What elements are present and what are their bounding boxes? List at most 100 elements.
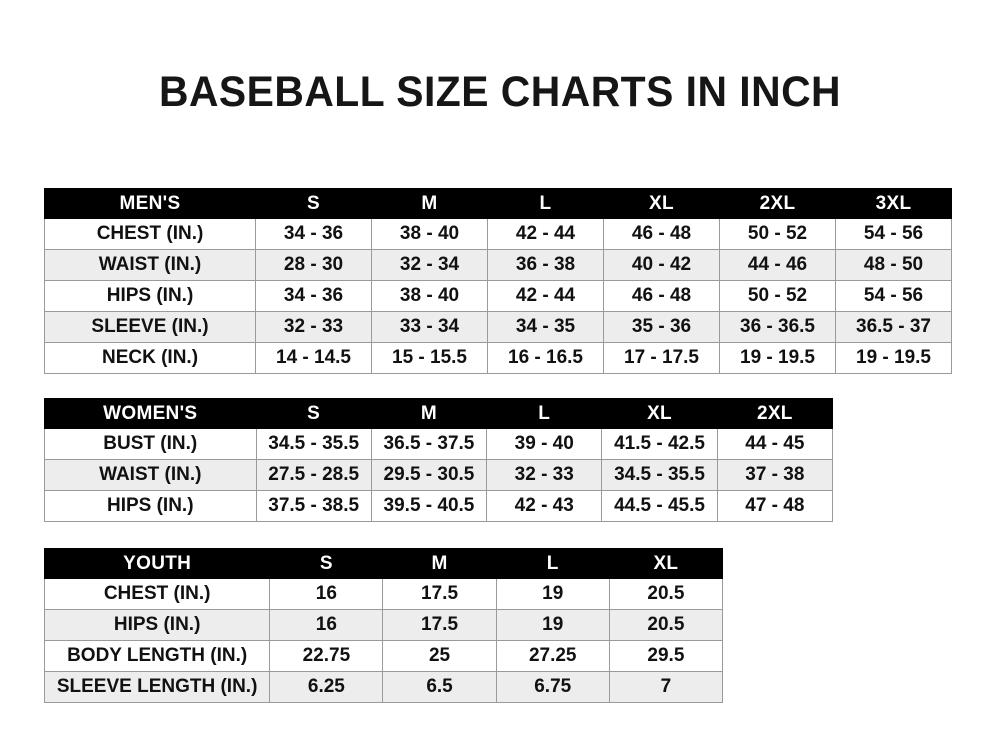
cell-value: 27.5 - 28.5 [255, 459, 372, 491]
table-row: CHEST (IN.) 16 17.5 19 20.5 [43, 578, 724, 610]
womens-header-category: WOMEN'S [44, 398, 257, 429]
cell-value: 20.5 [608, 578, 724, 610]
cell-value: 15 - 15.5 [371, 342, 488, 374]
cell-value: 17 - 17.5 [603, 342, 720, 374]
row-label: WAIST (IN.) [44, 249, 256, 281]
cell-value: 42 - 43 [486, 490, 603, 522]
table-row: HIPS (IN.) 34 - 36 38 - 40 42 - 44 46 - … [44, 280, 952, 312]
cell-value: 44.5 - 45.5 [601, 490, 718, 522]
cell-value: 25 [382, 640, 497, 672]
womens-header-s: S [255, 398, 372, 429]
cell-value: 32 - 33 [486, 459, 603, 491]
table-row: BUST (IN.) 34.5 - 35.5 36.5 - 37.5 39 - … [44, 428, 834, 460]
row-label: NECK (IN.) [44, 342, 256, 374]
table-row: CHEST (IN.) 34 - 36 38 - 40 42 - 44 46 -… [44, 218, 952, 250]
cell-value: 22.75 [269, 640, 384, 672]
cell-value: 34 - 35 [487, 311, 604, 343]
row-label: SLEEVE LENGTH (IN.) [43, 671, 271, 703]
cell-value: 34.5 - 35.5 [601, 459, 718, 491]
cell-value: 34.5 - 35.5 [255, 428, 372, 460]
cell-value: 6.5 [382, 671, 497, 703]
mens-table-header: MEN'S S M L XL 2XL 3XL [44, 188, 952, 219]
cell-value: 42 - 44 [487, 218, 604, 250]
youth-table-header: YOUTH S M L XL [43, 548, 724, 579]
cell-value: 16 - 16.5 [487, 342, 604, 374]
cell-value: 17.5 [382, 609, 497, 641]
cell-value: 40 - 42 [603, 249, 720, 281]
cell-value: 7 [608, 671, 724, 703]
row-label: WAIST (IN.) [44, 459, 257, 491]
cell-value: 54 - 56 [835, 280, 952, 312]
cell-value: 48 - 50 [835, 249, 952, 281]
table-header-row: WOMEN'S S M L XL 2XL [44, 398, 834, 429]
cell-value: 19 - 19.5 [835, 342, 952, 374]
cell-value: 6.25 [269, 671, 384, 703]
mens-table-body: CHEST (IN.) 34 - 36 38 - 40 42 - 44 46 -… [44, 218, 952, 374]
table-row: NECK (IN.) 14 - 14.5 15 - 15.5 16 - 16.5… [44, 342, 952, 374]
womens-size-table: WOMEN'S S M L XL 2XL BUST (IN.) 34.5 - 3… [44, 398, 834, 522]
cell-value: 19 - 19.5 [719, 342, 836, 374]
cell-value: 19 [495, 578, 610, 610]
table-header-row: MEN'S S M L XL 2XL 3XL [44, 188, 952, 219]
mens-header-xl: XL [603, 188, 720, 219]
youth-size-table: YOUTH S M L XL CHEST (IN.) 16 17.5 19 20… [43, 548, 724, 703]
womens-header-l: L [486, 398, 603, 429]
youth-header-xl: XL [608, 548, 724, 579]
table-row: WAIST (IN.) 27.5 - 28.5 29.5 - 30.5 32 -… [44, 459, 834, 491]
page-title: BASEBALL SIZE CHARTS IN INCH [158, 68, 842, 116]
mens-header-m: M [371, 188, 488, 219]
row-label: CHEST (IN.) [43, 578, 271, 610]
cell-value: 19 [495, 609, 610, 641]
table-header-row: YOUTH S M L XL [43, 548, 724, 579]
table-row: WAIST (IN.) 28 - 30 32 - 34 36 - 38 40 -… [44, 249, 952, 281]
womens-header-xl: XL [601, 398, 718, 429]
womens-header-m: M [370, 398, 488, 429]
cell-value: 41.5 - 42.5 [601, 428, 718, 460]
cell-value: 47 - 48 [716, 490, 834, 522]
cell-value: 38 - 40 [371, 280, 488, 312]
cell-value: 16 [269, 609, 384, 641]
youth-header-l: L [495, 548, 610, 579]
cell-value: 28 - 30 [255, 249, 372, 281]
cell-value: 17.5 [382, 578, 497, 610]
cell-value: 39 - 40 [486, 428, 603, 460]
womens-header-2xl: 2XL [716, 398, 834, 429]
womens-table-header: WOMEN'S S M L XL 2XL [44, 398, 834, 429]
cell-value: 20.5 [608, 609, 724, 641]
cell-value: 46 - 48 [603, 218, 720, 250]
row-label: HIPS (IN.) [44, 280, 256, 312]
cell-value: 36.5 - 37 [835, 311, 952, 343]
row-label: BUST (IN.) [44, 428, 257, 460]
youth-header-s: S [269, 548, 384, 579]
cell-value: 27.25 [495, 640, 610, 672]
cell-value: 38 - 40 [371, 218, 488, 250]
mens-header-3xl: 3XL [835, 188, 952, 219]
mens-header-l: L [487, 188, 604, 219]
table-row: SLEEVE (IN.) 32 - 33 33 - 34 34 - 35 35 … [44, 311, 952, 343]
cell-value: 29.5 - 30.5 [370, 459, 488, 491]
cell-value: 37 - 38 [716, 459, 834, 491]
cell-value: 37.5 - 38.5 [255, 490, 372, 522]
cell-value: 35 - 36 [603, 311, 720, 343]
mens-header-2xl: 2XL [719, 188, 836, 219]
row-label: BODY LENGTH (IN.) [43, 640, 271, 672]
table-row: BODY LENGTH (IN.) 22.75 25 27.25 29.5 [43, 640, 724, 672]
cell-value: 14 - 14.5 [255, 342, 372, 374]
cell-value: 36 - 36.5 [719, 311, 836, 343]
cell-value: 44 - 45 [716, 428, 834, 460]
cell-value: 50 - 52 [719, 218, 836, 250]
cell-value: 42 - 44 [487, 280, 604, 312]
row-label: HIPS (IN.) [44, 490, 257, 522]
youth-header-m: M [382, 548, 497, 579]
cell-value: 36 - 38 [487, 249, 604, 281]
cell-value: 34 - 36 [255, 280, 372, 312]
cell-value: 39.5 - 40.5 [370, 490, 488, 522]
youth-table-body: CHEST (IN.) 16 17.5 19 20.5 HIPS (IN.) 1… [43, 578, 724, 703]
cell-value: 34 - 36 [255, 218, 372, 250]
mens-header-category: MEN'S [44, 188, 256, 219]
cell-value: 16 [269, 578, 384, 610]
cell-value: 29.5 [608, 640, 724, 672]
table-row: SLEEVE LENGTH (IN.) 6.25 6.5 6.75 7 [43, 671, 724, 703]
row-label: CHEST (IN.) [44, 218, 256, 250]
